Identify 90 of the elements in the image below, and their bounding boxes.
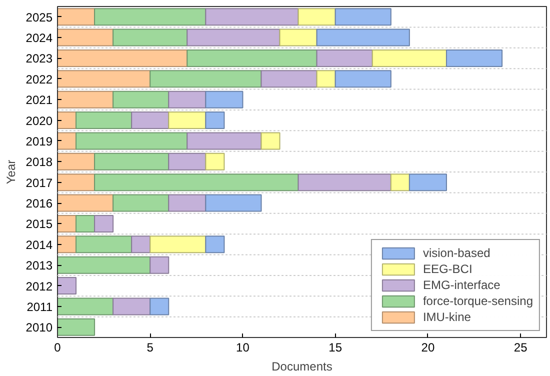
bar [76, 236, 132, 254]
x-tick-label: 25 [514, 340, 528, 354]
bar [76, 112, 132, 130]
bar [112, 28, 188, 46]
legend-label: EEG-BCI [422, 262, 472, 276]
y-tick-label: 2012 [26, 279, 53, 294]
y-axis-title: Year [4, 160, 18, 184]
bar [372, 49, 447, 67]
y-tick-label: 2022 [26, 72, 53, 86]
legend-label: EMG-interface [422, 278, 500, 292]
bar [58, 194, 114, 212]
bar [58, 298, 114, 316]
bar [316, 49, 373, 67]
bar [205, 152, 225, 170]
bar [205, 8, 299, 26]
bar [58, 214, 77, 232]
legend-label: force-torque-sensing [422, 294, 533, 308]
bar [150, 256, 170, 274]
x-tick-label: 15 [328, 340, 342, 354]
bar [408, 174, 447, 192]
bar [334, 8, 392, 26]
bar [186, 49, 318, 67]
bar [58, 49, 188, 67]
y-tick-label: 2023 [26, 52, 53, 66]
bar [94, 8, 206, 26]
bar [168, 112, 206, 130]
bar [446, 49, 503, 67]
y-tick-label: 2011 [26, 300, 53, 314]
y-tick-label: 2021 [26, 93, 53, 108]
bar [205, 112, 225, 130]
x-tick-label: 10 [236, 340, 250, 354]
bar [58, 8, 96, 26]
bar [112, 90, 170, 108]
bar [76, 132, 188, 150]
bar [150, 70, 262, 88]
bar [390, 174, 410, 192]
x-tick-label: 0 [54, 340, 62, 354]
bar [168, 152, 206, 170]
bar [316, 28, 410, 46]
bar [58, 318, 96, 336]
y-tick-label: 2020 [26, 114, 53, 128]
bar [112, 194, 170, 212]
x-tick-label: 20 [421, 340, 435, 354]
bar [186, 132, 262, 150]
bar [150, 298, 170, 316]
legend-label: IMU-kine [422, 310, 471, 324]
bar [298, 8, 336, 26]
bar [316, 70, 336, 88]
y-tick-label: 2015 [26, 217, 53, 232]
bar [186, 28, 280, 46]
y-tick-label: 2025 [26, 10, 53, 24]
y-tick-label: 2024 [26, 31, 53, 46]
bar [94, 152, 170, 170]
y-tick-label: 2018 [26, 155, 53, 170]
bar [58, 236, 77, 254]
bar [131, 112, 170, 130]
bar [131, 236, 151, 254]
y-tick-label: 2019 [26, 134, 53, 148]
bar [94, 214, 114, 232]
legend-label: vision-based [422, 246, 490, 260]
bar [150, 236, 206, 254]
bar [58, 70, 151, 88]
bar [58, 132, 77, 150]
y-tick-label: 2010 [26, 320, 53, 335]
bar [58, 277, 77, 295]
bar [334, 70, 392, 88]
bar [76, 214, 96, 232]
bar [94, 174, 299, 192]
bar [58, 256, 151, 274]
bar [260, 70, 318, 88]
y-tick-label: 2013 [26, 258, 53, 273]
y-tick-label: 2014 [26, 238, 53, 252]
y-tick-label: 2017 [26, 176, 53, 190]
bar [205, 236, 225, 254]
bar [279, 28, 318, 46]
x-axis-title: Documents [272, 360, 332, 374]
bar [58, 28, 114, 46]
bar [298, 174, 392, 192]
bar [112, 298, 151, 316]
bar [58, 152, 96, 170]
bar [205, 194, 262, 212]
y-tick-label: 2016 [26, 196, 53, 211]
bar [58, 112, 77, 130]
x-tick-label: 5 [146, 340, 154, 354]
bar [168, 194, 206, 212]
bar [58, 90, 114, 108]
bar [260, 132, 280, 150]
bar [205, 90, 244, 108]
bar [58, 174, 96, 192]
bar [168, 90, 206, 108]
